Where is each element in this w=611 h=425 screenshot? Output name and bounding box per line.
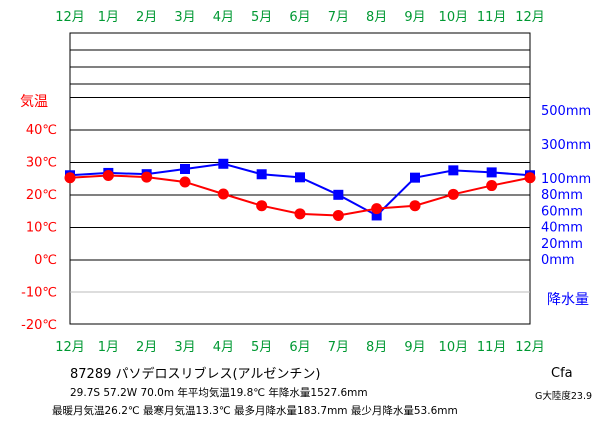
month-label-bottom: 7月 bbox=[328, 340, 349, 355]
temperature-tick-label: 20℃ bbox=[26, 188, 57, 203]
temperature-point bbox=[217, 188, 229, 200]
month-label-bottom: 12月 bbox=[515, 340, 545, 355]
temperature-tick-labels: -20℃ -10℃ 0℃ 10℃ 20℃ 30℃ 40℃ bbox=[21, 123, 57, 333]
station-extremes-summary: 最暖月気温26.2℃ 最寒月気温13.3℃ 最多月降水量183.7mm 最少月降… bbox=[52, 405, 458, 417]
month-label-top: 2月 bbox=[136, 10, 157, 25]
station-name: 87289 パソデロスリブレス(アルゼンチン) bbox=[70, 367, 321, 382]
temperature-tick-label: 0℃ bbox=[34, 253, 57, 268]
temperature-point bbox=[256, 200, 268, 212]
month-labels-top: 12月 1月 2月 3月 4月 5月 6月 7月 8月 9月 10月 11月 12月 bbox=[55, 10, 545, 25]
temperature-point bbox=[64, 172, 76, 184]
month-label-bottom: 2月 bbox=[136, 340, 157, 355]
month-label-top: 11月 bbox=[477, 10, 507, 25]
precipitation-tick-label: 60mm bbox=[541, 204, 583, 219]
month-labels-bottom: 12月 1月 2月 3月 4月 5月 6月 7月 8月 9月 10月 11月 12月 bbox=[55, 340, 545, 355]
precipitation-point bbox=[448, 165, 459, 176]
month-label-bottom: 9月 bbox=[404, 340, 425, 355]
precipitation-point bbox=[333, 189, 344, 200]
temperature-point bbox=[524, 172, 536, 184]
station-coordinates-summary: 29.7S 57.2W 70.0m 年平均気温19.8℃ 年降水量1527.6m… bbox=[70, 387, 368, 399]
temperature-point bbox=[294, 208, 306, 220]
temperature-tick-label: 40℃ bbox=[26, 123, 57, 138]
precipitation-axis-label: 降水量 bbox=[547, 292, 589, 308]
month-label-bottom: 1月 bbox=[98, 340, 119, 355]
temperature-point bbox=[332, 209, 344, 221]
month-label-top: 9月 bbox=[404, 10, 425, 25]
precipitation-point bbox=[371, 210, 382, 221]
month-label-top: 12月 bbox=[55, 10, 85, 25]
month-label-bottom: 11月 bbox=[477, 340, 507, 355]
temperature-point bbox=[486, 180, 498, 192]
precipitation-tick-label: 40mm bbox=[541, 221, 583, 236]
temperature-tick-label: -20℃ bbox=[21, 318, 57, 333]
precipitation-point bbox=[410, 172, 420, 183]
month-label-bottom: 6月 bbox=[289, 340, 310, 355]
month-label-bottom: 10月 bbox=[439, 340, 469, 355]
month-label-top: 4月 bbox=[213, 10, 234, 25]
temperature-point bbox=[409, 200, 421, 212]
month-label-top: 12月 bbox=[515, 10, 545, 25]
month-label-bottom: 12月 bbox=[55, 340, 85, 355]
temperature-tick-label: -10℃ bbox=[21, 286, 57, 301]
precipitation-point bbox=[486, 167, 497, 178]
temperature-point bbox=[102, 169, 114, 181]
temperature-tick-label: 10℃ bbox=[26, 221, 57, 236]
temperature-point bbox=[179, 176, 191, 188]
precipitation-tick-label: 0mm bbox=[541, 253, 575, 268]
climate-classification: Cfa bbox=[551, 366, 573, 381]
month-label-top: 1月 bbox=[98, 10, 119, 25]
precipitation-tick-label: 300mm bbox=[541, 138, 591, 153]
precipitation-point bbox=[180, 163, 190, 174]
month-label-bottom: 3月 bbox=[174, 340, 195, 355]
month-label-bottom: 5月 bbox=[251, 340, 272, 355]
continentality-index: G大陸度23.9 bbox=[535, 391, 593, 402]
precipitation-point bbox=[218, 158, 229, 169]
month-label-top: 8月 bbox=[366, 10, 387, 25]
temperature-point bbox=[371, 203, 383, 215]
precipitation-point bbox=[256, 169, 267, 180]
month-label-bottom: 8月 bbox=[366, 340, 387, 355]
precipitation-tick-label: 500mm bbox=[541, 104, 591, 119]
temperature-axis-label: 気温 bbox=[20, 94, 48, 110]
precipitation-tick-label: 20mm bbox=[541, 237, 583, 252]
climate-chart: 12月 1月 2月 3月 4月 5月 6月 7月 8月 9月 10月 11月 12月 12月 1月 2月 3月… bbox=[20, 10, 591, 355]
month-label-top: 7月 bbox=[328, 10, 349, 25]
month-label-top: 3月 bbox=[174, 10, 195, 25]
temperature-point bbox=[447, 188, 459, 200]
precipitation-tick-label: 80mm bbox=[541, 188, 583, 203]
month-label-top: 10月 bbox=[439, 10, 469, 25]
month-label-bottom: 4月 bbox=[213, 340, 234, 355]
temperature-series bbox=[64, 169, 536, 221]
precipitation-tick-label: 100mm bbox=[541, 172, 591, 187]
month-label-top: 5月 bbox=[251, 10, 272, 25]
temperature-point bbox=[141, 171, 153, 183]
precipitation-point bbox=[295, 172, 305, 183]
month-label-top: 6月 bbox=[289, 10, 310, 25]
temperature-tick-label: 30℃ bbox=[26, 156, 57, 171]
